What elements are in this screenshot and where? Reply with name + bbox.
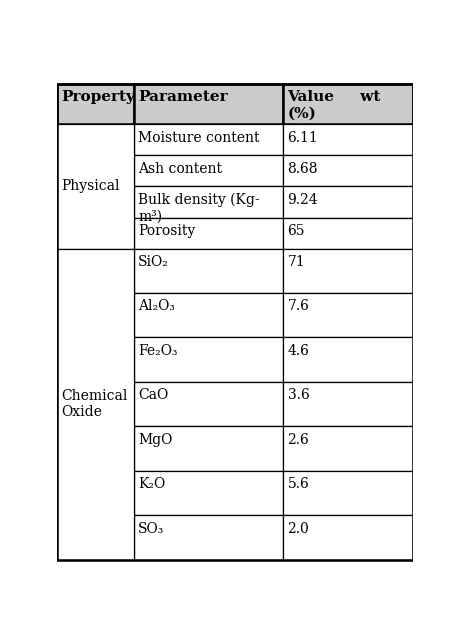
- Text: SO₃: SO₃: [138, 522, 164, 536]
- Bar: [283, 84, 413, 124]
- Bar: [134, 248, 283, 293]
- Bar: [134, 471, 283, 515]
- Text: 5.6: 5.6: [287, 477, 309, 491]
- Text: Property: Property: [62, 90, 135, 104]
- Text: 71: 71: [287, 255, 305, 269]
- Text: 7.6: 7.6: [287, 299, 309, 313]
- Bar: [134, 426, 283, 471]
- Bar: [134, 218, 283, 248]
- Text: Bulk density (Kg-
m³): Bulk density (Kg- m³): [138, 193, 260, 224]
- Bar: [57, 124, 134, 248]
- Bar: [134, 187, 283, 218]
- Bar: [57, 248, 134, 559]
- Text: 2.6: 2.6: [287, 433, 309, 447]
- Bar: [283, 124, 413, 155]
- Text: K₂O: K₂O: [138, 477, 165, 491]
- Text: 4.6: 4.6: [287, 344, 309, 358]
- Bar: [283, 155, 413, 187]
- Text: 9.24: 9.24: [287, 193, 318, 207]
- Text: Moisture content: Moisture content: [138, 131, 260, 145]
- Bar: [134, 382, 283, 426]
- Text: Physical: Physical: [62, 180, 120, 194]
- Bar: [134, 338, 283, 382]
- Bar: [283, 382, 413, 426]
- Text: Chemical
Oxide: Chemical Oxide: [62, 389, 128, 419]
- Bar: [134, 124, 283, 155]
- Bar: [283, 426, 413, 471]
- Text: 6.11: 6.11: [287, 131, 318, 145]
- Bar: [283, 293, 413, 338]
- Bar: [283, 187, 413, 218]
- Bar: [283, 471, 413, 515]
- Text: Ash content: Ash content: [138, 162, 222, 176]
- Bar: [134, 293, 283, 338]
- Bar: [283, 515, 413, 559]
- Text: Parameter: Parameter: [138, 90, 228, 104]
- Text: Value     wt
(%): Value wt (%): [287, 90, 381, 121]
- Text: Fe₂O₃: Fe₂O₃: [138, 344, 178, 358]
- Bar: [57, 84, 134, 124]
- Text: 65: 65: [287, 224, 305, 238]
- Bar: [134, 515, 283, 559]
- Text: 2.0: 2.0: [287, 522, 309, 536]
- Bar: [134, 84, 283, 124]
- Text: SiO₂: SiO₂: [138, 255, 169, 269]
- Bar: [134, 155, 283, 187]
- Text: Al₂O₃: Al₂O₃: [138, 299, 175, 313]
- Text: CaO: CaO: [138, 388, 168, 402]
- Bar: [283, 218, 413, 248]
- Bar: [283, 248, 413, 293]
- Text: 8.68: 8.68: [287, 162, 318, 176]
- Bar: [283, 338, 413, 382]
- Text: Porosity: Porosity: [138, 224, 196, 238]
- Text: MgO: MgO: [138, 433, 173, 447]
- Text: 3.6: 3.6: [287, 388, 309, 402]
